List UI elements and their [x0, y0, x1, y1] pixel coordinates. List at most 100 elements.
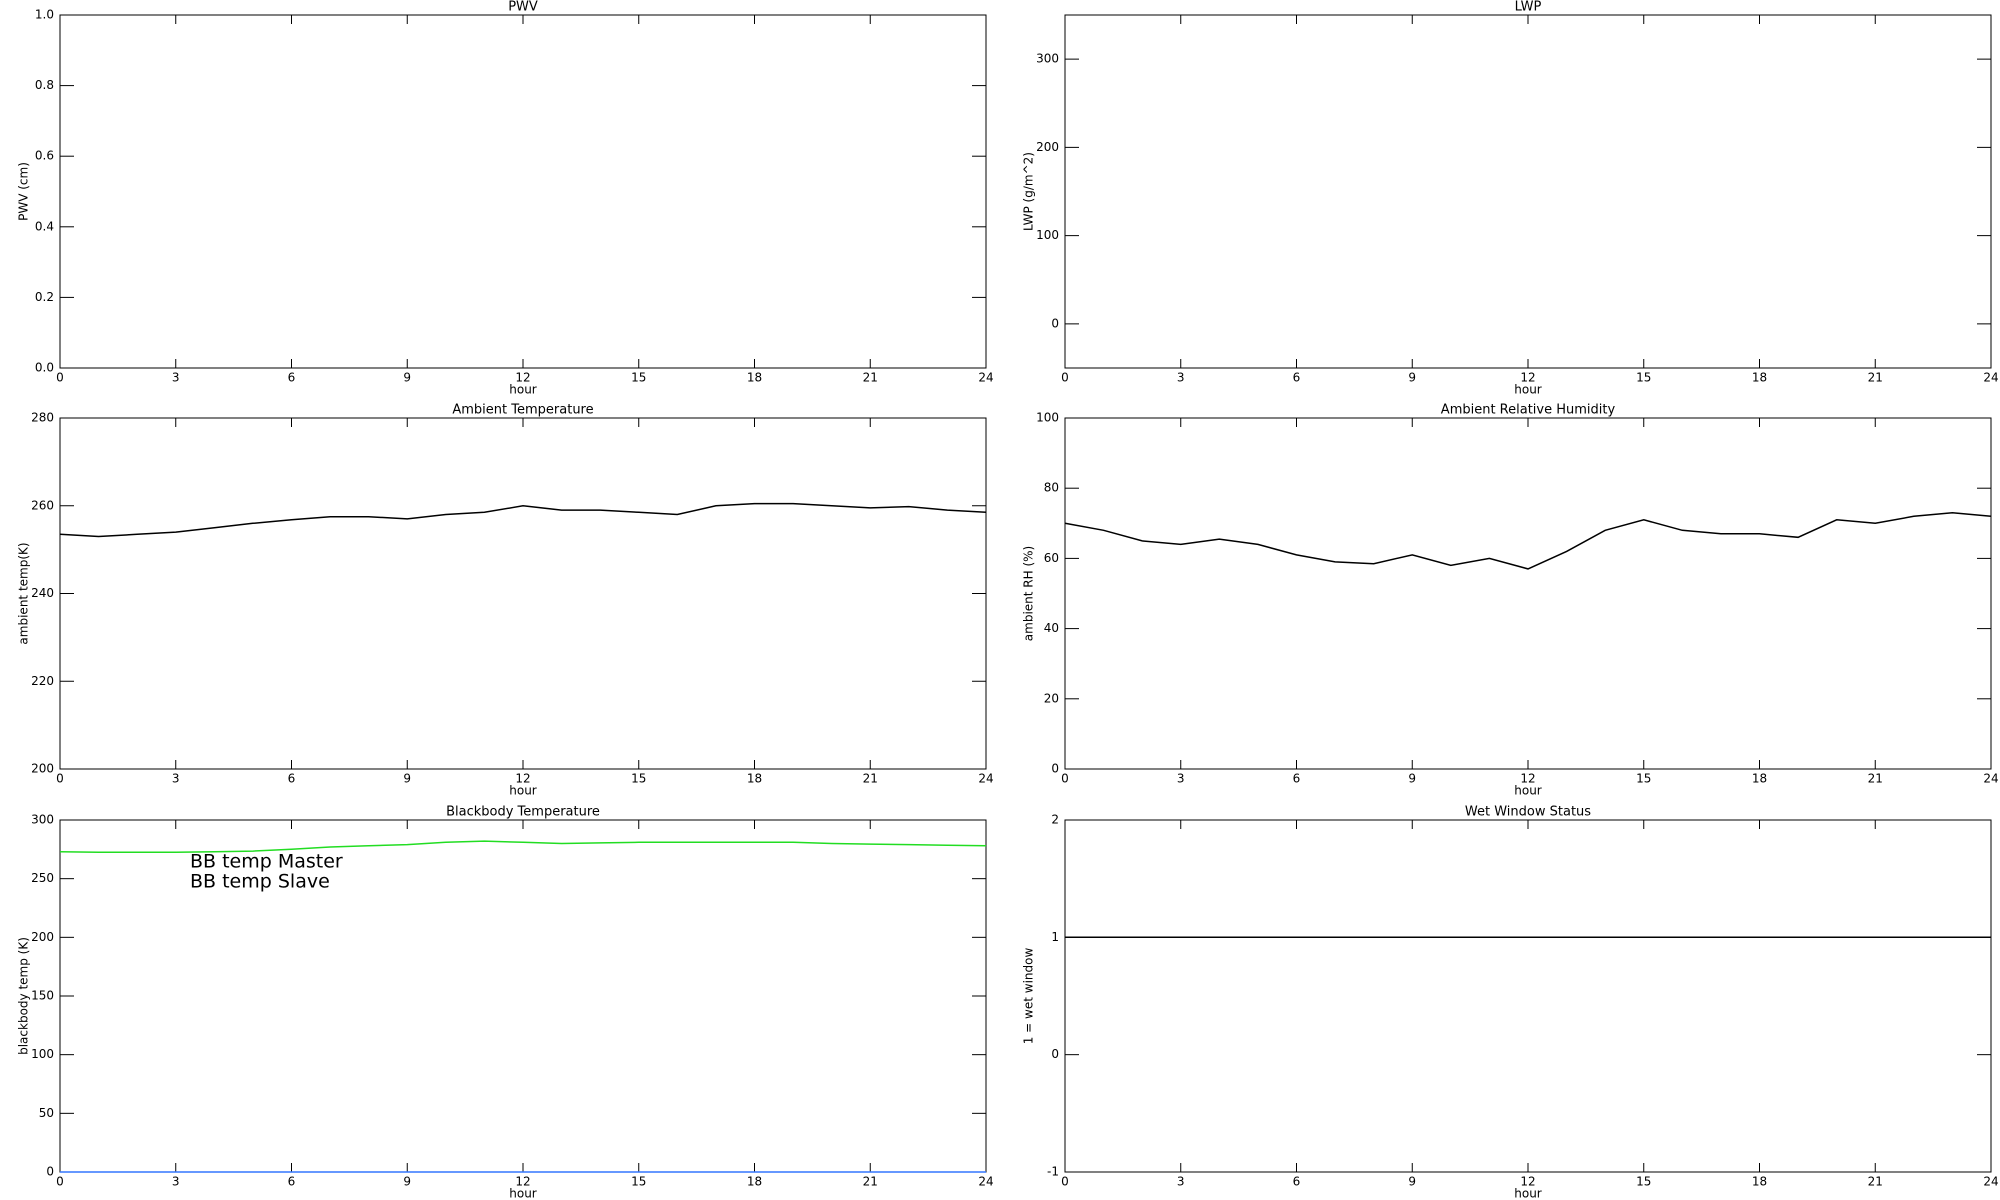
- x-tick-label: 0: [1061, 371, 1069, 385]
- x-tick-label: 9: [403, 371, 411, 385]
- y-tick-label: 240: [31, 586, 54, 600]
- x-tick-label: 12: [515, 772, 530, 786]
- y-tick-label: 300: [1036, 52, 1059, 66]
- y-tick-label: 1.0: [35, 8, 54, 22]
- x-tick-label: 21: [863, 1175, 878, 1189]
- x-tick-label: 21: [863, 772, 878, 786]
- x-axis-label: hour: [509, 784, 537, 798]
- x-tick-label: 24: [1983, 1175, 1998, 1189]
- y-tick-label: 0.6: [35, 149, 54, 163]
- x-tick-label: 9: [1408, 371, 1416, 385]
- y-tick-label: 20: [1044, 691, 1059, 705]
- y-tick-label: 0: [46, 1165, 54, 1179]
- x-tick-label: 0: [1061, 1175, 1069, 1189]
- series-line: [59, 502, 987, 538]
- y-axis-label: 1 = wet window: [1022, 948, 1036, 1045]
- x-tick-label: 18: [1752, 772, 1767, 786]
- x-tick-label: 9: [403, 1175, 411, 1189]
- y-tick-label: 0.8: [35, 78, 54, 92]
- series-line: [59, 840, 987, 854]
- y-tick-label: 2: [1051, 813, 1059, 827]
- x-axis-label: hour: [1514, 1187, 1542, 1200]
- y-tick-label: 0: [1051, 1047, 1059, 1061]
- y-tick-label: 150: [31, 989, 54, 1003]
- y-axis-label: ambient RH (%): [1022, 546, 1036, 641]
- y-tick-label: 200: [31, 930, 54, 944]
- y-tick-label: 280: [31, 411, 54, 425]
- x-tick-label: 12: [515, 1175, 530, 1189]
- y-tick-label: 300: [31, 813, 54, 827]
- x-tick-label: 18: [747, 371, 762, 385]
- x-axis-label: hour: [1514, 784, 1542, 798]
- x-tick-label: 3: [1177, 371, 1185, 385]
- x-tick-label: 6: [288, 371, 296, 385]
- chart-title: PWV: [508, 0, 538, 15]
- y-tick-label: 0.4: [35, 219, 54, 233]
- y-tick-label: 60: [1044, 551, 1059, 565]
- x-tick-label: 24: [1983, 772, 1998, 786]
- x-tick-label: 21: [1868, 371, 1883, 385]
- chart-title: Ambient Temperature: [452, 403, 593, 418]
- x-tick-label: 6: [288, 772, 296, 786]
- y-axis-label: ambient temp(K): [17, 542, 31, 644]
- y-tick-label: 0.2: [35, 290, 54, 304]
- x-tick-label: 21: [1868, 1175, 1883, 1189]
- x-tick-label: 9: [1408, 1175, 1416, 1189]
- x-tick-label: 15: [1636, 772, 1651, 786]
- y-tick-label: 0: [1051, 316, 1059, 330]
- chart-title: LWP: [1515, 0, 1542, 15]
- x-tick-label: 24: [978, 371, 993, 385]
- x-tick-label: 3: [1177, 772, 1185, 786]
- y-axis-label: PWV (cm): [17, 162, 31, 221]
- y-tick-label: 0: [1051, 762, 1059, 776]
- x-tick-label: 24: [978, 1175, 993, 1189]
- x-tick-label: 6: [1293, 772, 1301, 786]
- x-tick-label: 21: [863, 371, 878, 385]
- y-tick-label: 80: [1044, 481, 1059, 495]
- x-tick-label: 12: [1520, 1175, 1535, 1189]
- y-tick-label: 100: [31, 1047, 54, 1061]
- x-tick-label: 9: [403, 772, 411, 786]
- x-tick-label: 18: [747, 772, 762, 786]
- x-tick-label: 15: [631, 1175, 646, 1189]
- x-tick-label: 12: [515, 371, 530, 385]
- y-axis-label: LWP (g/m^2): [1022, 152, 1036, 231]
- x-tick-label: 15: [631, 772, 646, 786]
- x-axis-label: hour: [509, 1187, 537, 1200]
- x-tick-label: 6: [1293, 371, 1301, 385]
- y-tick-label: 200: [1036, 140, 1059, 154]
- x-tick-label: 12: [1520, 772, 1535, 786]
- x-tick-label: 6: [1293, 1175, 1301, 1189]
- y-tick-label: 1: [1051, 930, 1059, 944]
- x-tick-label: 24: [978, 772, 993, 786]
- x-tick-label: 3: [172, 772, 180, 786]
- x-tick-label: 9: [1408, 772, 1416, 786]
- x-tick-label: 3: [172, 1175, 180, 1189]
- x-tick-label: 0: [56, 1175, 64, 1189]
- x-tick-label: 0: [1061, 772, 1069, 786]
- y-tick-label: 100: [1036, 228, 1059, 242]
- x-tick-label: 0: [56, 772, 64, 786]
- x-tick-label: 12: [1520, 371, 1535, 385]
- x-tick-label: 18: [747, 1175, 762, 1189]
- x-tick-label: 18: [1752, 371, 1767, 385]
- legend-entry: BB temp Master: [190, 851, 343, 873]
- y-tick-label: 100: [1036, 411, 1059, 425]
- y-tick-label: 200: [31, 762, 54, 776]
- x-tick-label: 6: [288, 1175, 296, 1189]
- x-tick-label: 18: [1752, 1175, 1767, 1189]
- y-tick-label: -1: [1047, 1165, 1059, 1179]
- legend-entry: BB temp Slave: [190, 871, 330, 893]
- y-tick-label: 220: [31, 674, 54, 688]
- x-tick-label: 3: [172, 371, 180, 385]
- x-tick-label: 0: [56, 371, 64, 385]
- chart-title: Wet Window Status: [1465, 805, 1591, 820]
- x-axis-label: hour: [1514, 383, 1542, 397]
- x-tick-label: 3: [1177, 1175, 1185, 1189]
- y-tick-label: 40: [1044, 621, 1059, 635]
- y-axis-label: blackbody temp (K): [17, 937, 31, 1055]
- x-tick-label: 15: [1636, 1175, 1651, 1189]
- y-tick-label: 50: [39, 1106, 54, 1120]
